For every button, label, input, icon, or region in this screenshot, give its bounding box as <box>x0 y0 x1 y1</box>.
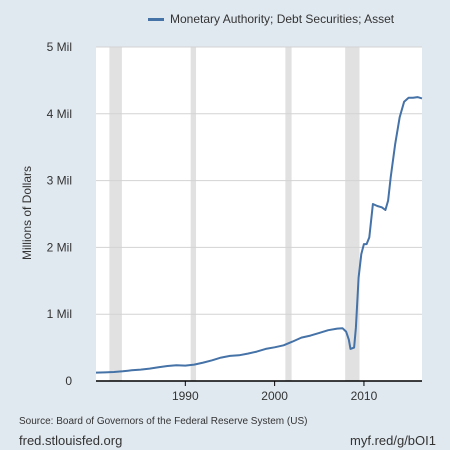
legend: Monetary Authority; Debt Securities; Ass… <box>148 12 394 26</box>
plot-area <box>96 47 422 381</box>
recession-band <box>190 47 197 381</box>
x-tick-label: 2000 <box>261 389 288 403</box>
legend-label: Monetary Authority; Debt Securities; Ass… <box>170 12 395 26</box>
short-url-link[interactable]: myf.red/g/bOI1 <box>350 433 436 448</box>
y-tick-label: 3 Mil <box>47 174 72 188</box>
y-tick-label: 4 Mil <box>47 107 72 121</box>
y-tick-label: 5 Mil <box>47 40 72 54</box>
recession-band <box>345 47 360 381</box>
recession-band <box>109 47 122 381</box>
y-tick-label: 1 Mil <box>47 307 72 321</box>
x-tick-label: 1990 <box>172 389 199 403</box>
y-tick-label: 0 <box>65 374 72 388</box>
recession-band <box>285 47 292 381</box>
legend-swatch <box>148 17 164 21</box>
site-link[interactable]: fred.stlouisfed.org <box>19 433 123 448</box>
source-note: Source: Board of Governors of the Federa… <box>19 416 308 427</box>
y-tick-label: 2 Mil <box>47 240 72 254</box>
series-line <box>95 96 423 374</box>
x-tick-label: 2010 <box>351 389 378 403</box>
